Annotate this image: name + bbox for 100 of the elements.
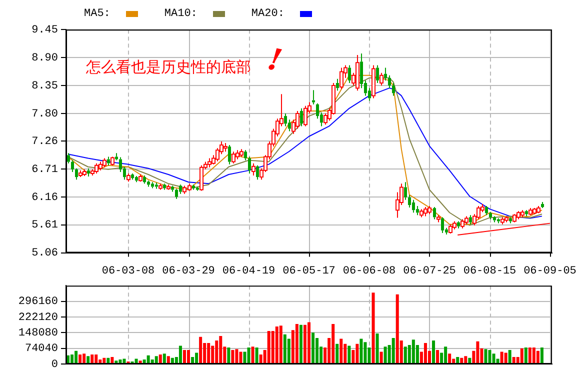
candlestick	[228, 144, 231, 165]
bar	[154, 356, 158, 364]
x-tick-label: 06-05-17	[282, 265, 336, 278]
candlestick	[208, 158, 212, 168]
x-tick-label: 06-07-25	[403, 265, 456, 278]
y-tick-label: 5.06	[32, 248, 58, 260]
x-tick-label: 06-04-19	[222, 265, 276, 278]
candlestick	[416, 206, 419, 216]
y-tick-label: 0	[51, 358, 58, 371]
x-tick-label: 06-03-08	[102, 265, 155, 278]
bar	[146, 355, 150, 364]
bar	[182, 350, 186, 364]
bar	[412, 340, 415, 364]
bar	[279, 326, 282, 364]
bar	[94, 354, 98, 364]
candlestick	[489, 212, 492, 220]
candlestick	[356, 54, 360, 92]
candlestick	[300, 108, 303, 127]
bar	[492, 354, 496, 364]
y-tick-label: 9.45	[32, 24, 58, 37]
bar	[303, 324, 306, 364]
annotation: !	[264, 42, 285, 79]
bar	[448, 354, 452, 364]
bar	[380, 352, 383, 364]
bar	[243, 352, 246, 364]
candlestick	[436, 214, 440, 223]
candlestick	[71, 160, 74, 172]
candlestick	[485, 206, 488, 216]
bar	[227, 347, 230, 364]
candlestick	[376, 64, 379, 84]
bar	[512, 357, 516, 364]
annotation: 怎么看也是历史性的底部	[86, 58, 251, 76]
candlestick	[469, 214, 472, 225]
bar	[360, 338, 363, 364]
bar	[500, 352, 504, 364]
candlestick	[288, 119, 291, 132]
candlestick	[457, 220, 460, 229]
bar	[275, 326, 278, 364]
bar	[195, 352, 198, 364]
bar	[110, 357, 114, 364]
bar	[528, 347, 532, 364]
bar	[239, 352, 242, 364]
bar	[336, 344, 339, 364]
bar	[340, 338, 343, 364]
bar	[178, 346, 182, 364]
bar	[384, 346, 387, 364]
bar	[312, 332, 315, 364]
y-tick-label: 7.80	[32, 108, 58, 120]
bar	[524, 347, 528, 364]
bar	[404, 346, 407, 364]
bar	[372, 292, 375, 364]
bar	[295, 324, 298, 364]
bar	[90, 354, 94, 364]
candlestick	[196, 186, 199, 192]
bar	[456, 357, 460, 364]
bar	[235, 349, 238, 364]
bar	[376, 334, 379, 364]
y-tick-label: 296160	[18, 296, 58, 308]
bar	[356, 344, 359, 364]
bar	[504, 352, 508, 364]
bar	[432, 340, 436, 364]
bar	[187, 350, 190, 364]
bar	[536, 350, 540, 364]
bar	[267, 330, 270, 364]
y-tick-label: 74040	[24, 343, 58, 356]
candlestick	[388, 74, 391, 89]
bar	[122, 358, 126, 364]
legend-label: MA20:	[251, 8, 284, 20]
y-tick-label: 222120	[18, 312, 58, 324]
bar	[287, 338, 290, 364]
candlestick	[192, 184, 195, 190]
candlestick	[525, 210, 528, 217]
bar	[364, 342, 367, 364]
candlestick	[151, 182, 154, 189]
x-tick-label: 06-08-15	[463, 265, 516, 278]
candlestick	[244, 150, 247, 161]
bar	[191, 357, 194, 364]
bar	[520, 348, 524, 364]
bar	[158, 354, 162, 364]
candlestick	[412, 199, 415, 214]
bar	[396, 294, 399, 364]
bar	[166, 356, 170, 364]
candlestick	[179, 184, 182, 194]
bar	[436, 350, 440, 364]
candlestick	[441, 216, 444, 234]
candlestick	[284, 112, 287, 127]
bar	[86, 356, 90, 364]
y-tick-label: 8.90	[32, 52, 58, 64]
bar	[215, 340, 218, 364]
candlestick	[497, 218, 500, 224]
bar	[134, 358, 138, 364]
y-tick-label: 6.16	[32, 192, 58, 204]
candlestick	[509, 216, 512, 224]
bar	[540, 347, 544, 364]
bar	[532, 347, 536, 364]
y-tick-label: 6.71	[32, 164, 58, 176]
candlestick	[408, 194, 411, 208]
candlestick	[316, 102, 319, 120]
candlestick	[147, 180, 150, 188]
candlestick	[360, 52, 363, 89]
